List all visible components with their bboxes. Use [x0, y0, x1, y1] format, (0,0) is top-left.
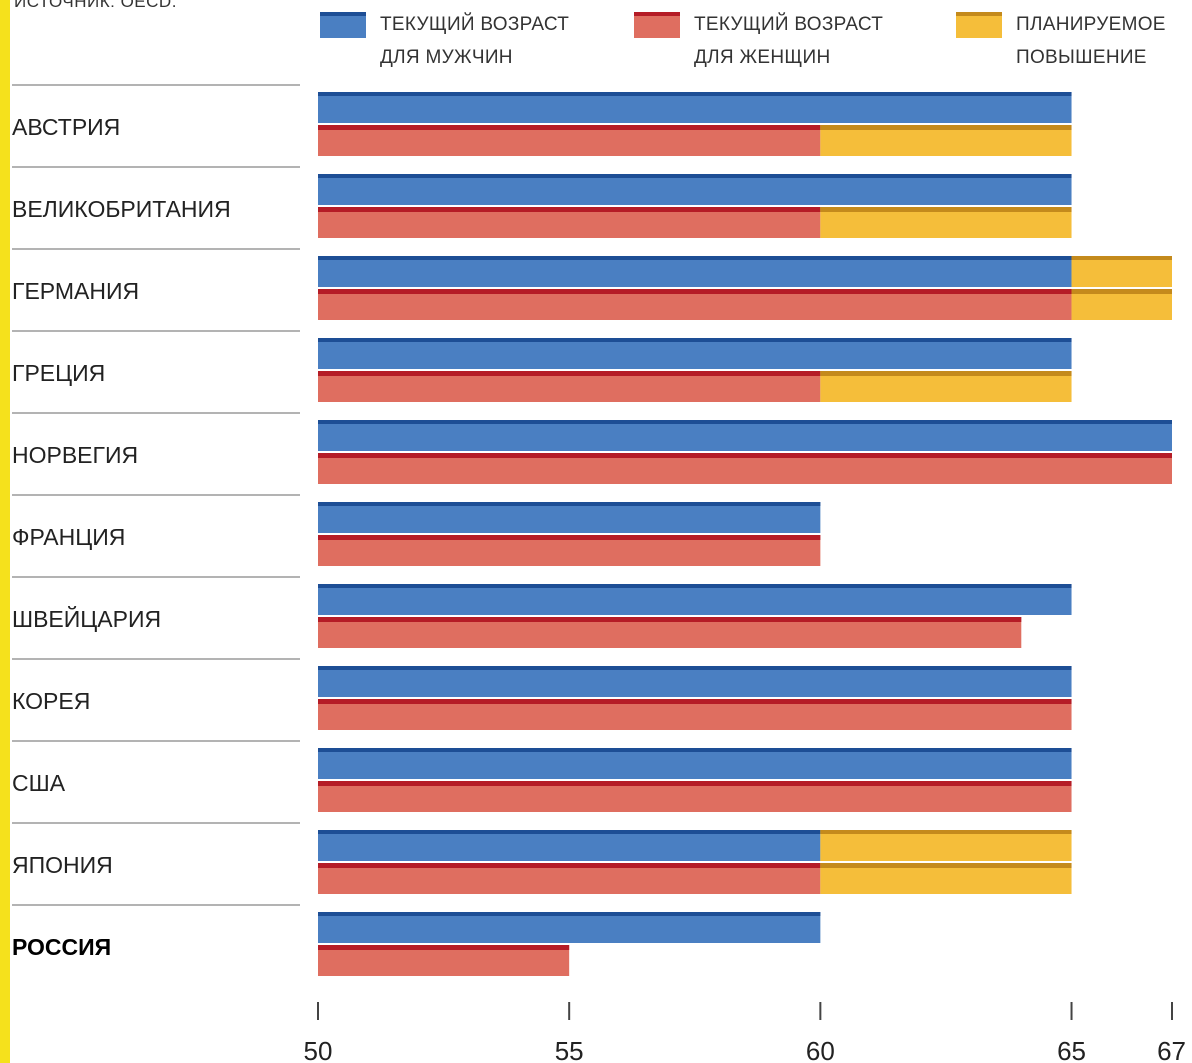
bar-women [318, 535, 821, 566]
bar-men [318, 338, 1072, 369]
bar-planned-women-edge [820, 207, 1072, 212]
bar-women-edge [318, 617, 1022, 622]
bar-men-edge [318, 666, 1072, 670]
left-accent-strip [0, 0, 10, 1063]
bar-men [318, 420, 1172, 451]
bar-planned-women [820, 863, 1072, 894]
bar-women [318, 125, 821, 156]
bar-women-edge [318, 289, 1072, 294]
bar-men-edge [318, 502, 821, 506]
bar-men-edge [318, 338, 1072, 342]
x-tick-label: 65 [1057, 1036, 1086, 1063]
source-note: ИСТОЧНИК: OECD. [14, 0, 177, 11]
bar-women-edge [318, 535, 821, 540]
country-label: ГРЕЦИЯ [12, 360, 105, 386]
bar-women [318, 617, 1022, 648]
bar-planned-women-edge [1071, 289, 1172, 294]
bar-men [318, 830, 821, 861]
bar-men [318, 912, 821, 943]
bar-planned-men-edge [820, 830, 1072, 834]
legend-item-women: ТЕКУЩИЙ ВОЗРАСТ ДЛЯ ЖЕНЩИН [634, 8, 883, 74]
bar-men [318, 92, 1072, 123]
x-tick-label: 50 [304, 1036, 333, 1063]
bar-planned-women [820, 125, 1072, 156]
bar-women-edge [318, 781, 1072, 786]
bar-planned-women-edge [820, 125, 1072, 130]
bar-men-edge [318, 830, 821, 834]
country-label: НОРВЕГИЯ [12, 442, 138, 468]
bar-women [318, 371, 821, 402]
country-label: США [12, 770, 66, 796]
bar-men-edge [318, 912, 821, 916]
bar-women [318, 945, 570, 976]
bar-men-edge [318, 584, 1072, 588]
bar-women-edge [318, 453, 1172, 458]
bar-women [318, 453, 1172, 484]
bar-women-edge [318, 863, 821, 868]
bar-women [318, 207, 821, 238]
country-label: АВСТРИЯ [12, 114, 120, 140]
bar-men [318, 174, 1072, 205]
bar-men-edge [318, 748, 1072, 752]
bar-men [318, 502, 821, 533]
bar-planned-men [820, 830, 1072, 861]
bar-women-edge [318, 125, 821, 130]
bar-men-edge [318, 174, 1072, 178]
bar-planned-women [1071, 289, 1172, 320]
legend-label-men: ТЕКУЩИЙ ВОЗРАСТ ДЛЯ МУЖЧИН [380, 14, 570, 68]
bar-men [318, 256, 1072, 287]
country-label: ВЕЛИКОБРИТАНИЯ [12, 196, 231, 222]
country-label: РОССИЯ [12, 934, 111, 960]
country-label: ГЕРМАНИЯ [12, 278, 139, 304]
bar-women [318, 863, 821, 894]
bar-women-edge [318, 371, 821, 376]
bar-women [318, 781, 1072, 812]
bar-planned-men [1071, 256, 1172, 287]
country-label: ЯПОНИЯ [12, 852, 113, 878]
x-tick-label: 60 [806, 1036, 835, 1063]
bar-men [318, 666, 1072, 697]
bar-women-edge [318, 699, 1072, 704]
legend-swatch-women [634, 12, 680, 38]
bar-men-edge [318, 256, 1072, 260]
bar-men [318, 748, 1072, 779]
bar-planned-women-edge [820, 863, 1072, 868]
bar-planned-women [820, 371, 1072, 402]
legend-item-men: ТЕКУЩИЙ ВОЗРАСТ ДЛЯ МУЖЧИН [320, 8, 569, 74]
country-label: КОРЕЯ [12, 688, 90, 714]
x-tick-label: 55 [555, 1036, 584, 1063]
bar-planned-women [820, 207, 1072, 238]
bar-women-edge [318, 207, 821, 212]
bar-men-edge [318, 92, 1072, 96]
bar-men [318, 584, 1072, 615]
legend-swatch-planned [956, 12, 1002, 38]
country-label: ФРАНЦИЯ [12, 524, 125, 550]
legend-item-planned: ПЛАНИРУЕМОЕ ПОВЫШЕНИЕ [956, 8, 1166, 74]
bar-planned-women-edge [820, 371, 1072, 376]
bar-planned-men-edge [1071, 256, 1172, 260]
bar-men-edge [318, 420, 1172, 424]
country-label: ШВЕЙЦАРИЯ [12, 605, 161, 632]
legend-label-women: ТЕКУЩИЙ ВОЗРАСТ ДЛЯ ЖЕНЩИН [694, 14, 884, 68]
legend-swatch-men [320, 12, 366, 38]
bar-women-edge [318, 945, 570, 950]
bar-women [318, 699, 1072, 730]
x-tick-label: 67 [1157, 1036, 1186, 1063]
bar-women [318, 289, 1072, 320]
legend-label-planned: ПЛАНИРУЕМОЕ ПОВЫШЕНИЕ [1016, 14, 1166, 68]
